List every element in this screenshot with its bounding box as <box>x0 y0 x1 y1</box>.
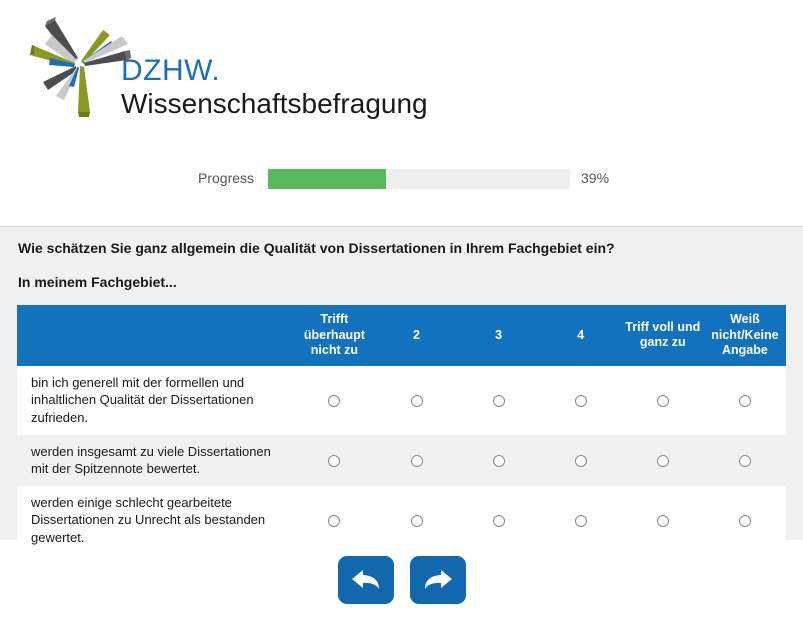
matrix-header-cell-opt6: Weiß nicht/Keine Angabe <box>703 305 786 366</box>
page-header: DZHW. Wissenschaftsbefragung <box>0 0 803 140</box>
back-button[interactable] <box>337 556 394 604</box>
question-panel: Wie schätzen Sie ganz allgemein die Qual… <box>0 226 803 555</box>
brand-subtitle: Wissenschaftsbefragung <box>121 88 428 119</box>
matrix-header-row: Trifft überhaupt nicht zu 2 3 4 Triff vo… <box>17 305 786 366</box>
question-title: Wie schätzen Sie ganz allgemein die Qual… <box>18 240 615 256</box>
radio-button[interactable] <box>328 514 341 527</box>
radio-button[interactable] <box>656 454 669 467</box>
next-button[interactable] <box>409 556 466 604</box>
radio-button[interactable] <box>410 394 423 407</box>
radio-button[interactable] <box>492 454 505 467</box>
matrix-row-label: werden einige schlecht gearbeitete Disse… <box>17 485 294 555</box>
radio-button[interactable] <box>328 454 341 467</box>
question-stem: In meinem Fachgebiet... <box>18 274 177 290</box>
matrix-header-cell-opt4: 4 <box>539 305 622 366</box>
matrix-header-cell-opt5: Triff voll und ganz zu <box>621 305 704 366</box>
radio-button[interactable] <box>738 514 751 527</box>
matrix-header-cell-opt1: Trifft überhaupt nicht zu <box>293 305 376 366</box>
radio-button[interactable] <box>574 514 587 527</box>
brand-wordmark: DZHW. Wissenschaftsbefragung <box>121 56 428 118</box>
matrix-cell-opt3[interactable] <box>457 434 540 486</box>
pinwheel-logo-icon <box>30 17 131 117</box>
matrix-row: bin ich generell mit der formellen und i… <box>17 365 786 435</box>
matrix-cell-opt6[interactable] <box>703 365 786 435</box>
brand-name: DZHW. <box>121 54 221 87</box>
radio-button[interactable] <box>738 394 751 407</box>
matrix-cell-opt1[interactable] <box>293 434 376 486</box>
radio-button[interactable] <box>410 454 423 467</box>
matrix-cell-opt5[interactable] <box>621 365 704 435</box>
radio-button[interactable] <box>328 394 341 407</box>
progress-bar-track <box>268 169 570 189</box>
matrix-cell-opt3[interactable] <box>457 485 540 555</box>
radio-button[interactable] <box>410 514 423 527</box>
radio-button[interactable] <box>656 394 669 407</box>
matrix-cell-opt2[interactable] <box>375 485 458 555</box>
matrix-header-cell-opt2: 2 <box>375 305 458 366</box>
matrix-row: werden einige schlecht gearbeitete Disse… <box>17 485 786 555</box>
progress-section: Progress 39% <box>0 167 803 193</box>
radio-button[interactable] <box>574 394 587 407</box>
matrix-cell-opt6[interactable] <box>703 485 786 555</box>
matrix-cell-opt1[interactable] <box>293 485 376 555</box>
matrix-cell-opt4[interactable] <box>539 485 622 555</box>
matrix-cell-opt2[interactable] <box>375 434 458 486</box>
matrix-header-cell-opt3: 3 <box>457 305 540 366</box>
matrix-row-label: werden insgesamt zu viele Dissertationen… <box>17 434 294 486</box>
matrix-cell-opt4[interactable] <box>539 434 622 486</box>
radio-button[interactable] <box>574 454 587 467</box>
matrix-row: werden insgesamt zu viele Dissertationen… <box>17 434 786 486</box>
matrix-row-label: bin ich generell mit der formellen und i… <box>17 365 294 435</box>
progress-bar-fill <box>268 169 386 189</box>
radio-button[interactable] <box>738 454 751 467</box>
forward-arrow-icon <box>424 570 452 589</box>
matrix-cell-opt2[interactable] <box>375 365 458 435</box>
back-arrow-icon <box>351 570 379 589</box>
matrix-cell-opt3[interactable] <box>457 365 540 435</box>
matrix-body: bin ich generell mit der formellen und i… <box>17 365 786 555</box>
radio-button[interactable] <box>492 394 505 407</box>
matrix-cell-opt5[interactable] <box>621 485 704 555</box>
rating-matrix-table: Trifft überhaupt nicht zu 2 3 4 Triff vo… <box>17 305 786 555</box>
radio-button[interactable] <box>656 514 669 527</box>
matrix-header-cell-label <box>17 305 294 366</box>
matrix-header: Trifft überhaupt nicht zu 2 3 4 Triff vo… <box>17 305 786 366</box>
navigation-bar <box>0 556 803 604</box>
matrix-cell-opt5[interactable] <box>621 434 704 486</box>
matrix-cell-opt6[interactable] <box>703 434 786 486</box>
matrix-cell-opt1[interactable] <box>293 365 376 435</box>
progress-percent-text: 39% <box>581 170 610 186</box>
radio-button[interactable] <box>492 514 505 527</box>
progress-label: Progress <box>198 170 255 186</box>
matrix-cell-opt4[interactable] <box>539 365 622 435</box>
brand-logo: DZHW. Wissenschaftsbefragung <box>18 8 428 128</box>
